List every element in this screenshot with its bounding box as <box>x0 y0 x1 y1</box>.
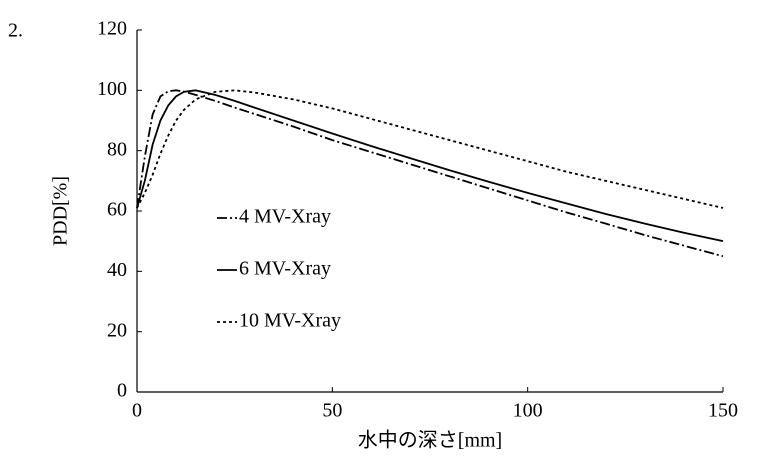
x-tick-label: 50 <box>322 400 342 422</box>
x-tick-label: 150 <box>708 400 738 422</box>
y-tick-label: 40 <box>107 259 127 281</box>
series-line <box>136 89 724 243</box>
y-tick-label: 20 <box>107 319 127 341</box>
y-tick-label: 120 <box>97 18 127 40</box>
legend-label: 4 MV-Xray <box>239 206 331 228</box>
y-tick-label: 0 <box>117 380 127 402</box>
series-line <box>136 89 724 209</box>
y-axis-label: PDD[%] <box>50 176 72 246</box>
x-axis-label: 水中の深さ[mm] <box>358 429 502 452</box>
y-tick-label: 80 <box>107 138 127 160</box>
y-tick-label: 100 <box>97 78 127 100</box>
y-tick-label: 60 <box>107 199 127 221</box>
x-tick-label: 0 <box>132 400 142 422</box>
legend-label: 10 MV-Xray <box>239 310 341 332</box>
figure-number: 2. <box>8 20 23 42</box>
series-line <box>136 89 724 258</box>
legend-label: 6 MV-Xray <box>239 258 331 280</box>
x-tick-label: 100 <box>513 400 543 422</box>
